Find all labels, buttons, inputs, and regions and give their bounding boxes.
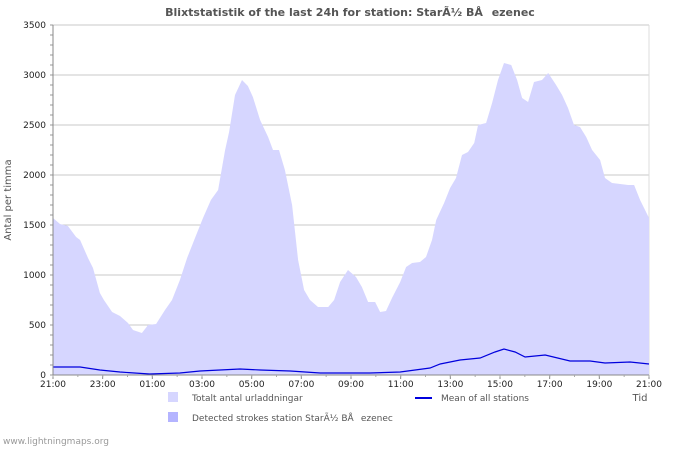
x-tick-label: 05:00 xyxy=(239,380,265,390)
chart-title: Blixtstatistik of the last 24h for stati… xyxy=(165,6,535,19)
y-axis-label: Antal per timma xyxy=(3,159,14,240)
x-tick-label: 21:00 xyxy=(40,380,66,390)
legend-label-total: Totalt antal urladdningar xyxy=(191,394,303,404)
x-tick-label: 17:00 xyxy=(537,380,563,390)
footer-credit: www.lightningmaps.org xyxy=(3,437,109,447)
legend-swatch-detected xyxy=(168,412,178,422)
x-tick-label: 15:00 xyxy=(487,380,513,390)
x-tick-label: 21:00 xyxy=(636,380,662,390)
x-tick-label: 01:00 xyxy=(139,380,165,390)
y-tick-label: 2000 xyxy=(23,171,46,181)
y-tick-label: 0 xyxy=(40,371,46,381)
y-tick-label: 1500 xyxy=(23,221,46,231)
y-tick-label: 2500 xyxy=(23,121,46,131)
x-tick-label: 23:00 xyxy=(90,380,116,390)
legend-swatch-total xyxy=(168,392,178,402)
y-tick-label: 500 xyxy=(29,321,46,331)
x-tick-label: 09:00 xyxy=(338,380,364,390)
mean-line xyxy=(53,348,650,375)
x-axis-label: Tid xyxy=(632,393,648,404)
legend-label-detected: Detected strokes station StarÃ½ BÅezene… xyxy=(192,412,393,424)
legend-label-mean: Mean of all stations xyxy=(441,394,529,404)
total-strokes-area xyxy=(53,63,649,375)
x-tick-label: 03:00 xyxy=(189,380,215,390)
x-tick-label: 13:00 xyxy=(437,380,463,390)
y-tick-label: 3000 xyxy=(23,71,46,81)
x-tick-label: 07:00 xyxy=(288,380,314,390)
y-tick-label: 3500 xyxy=(23,21,46,31)
y-tick-label: 1000 xyxy=(23,271,46,281)
x-tick-label: 19:00 xyxy=(586,380,612,390)
x-tick-label: 11:00 xyxy=(388,380,414,390)
